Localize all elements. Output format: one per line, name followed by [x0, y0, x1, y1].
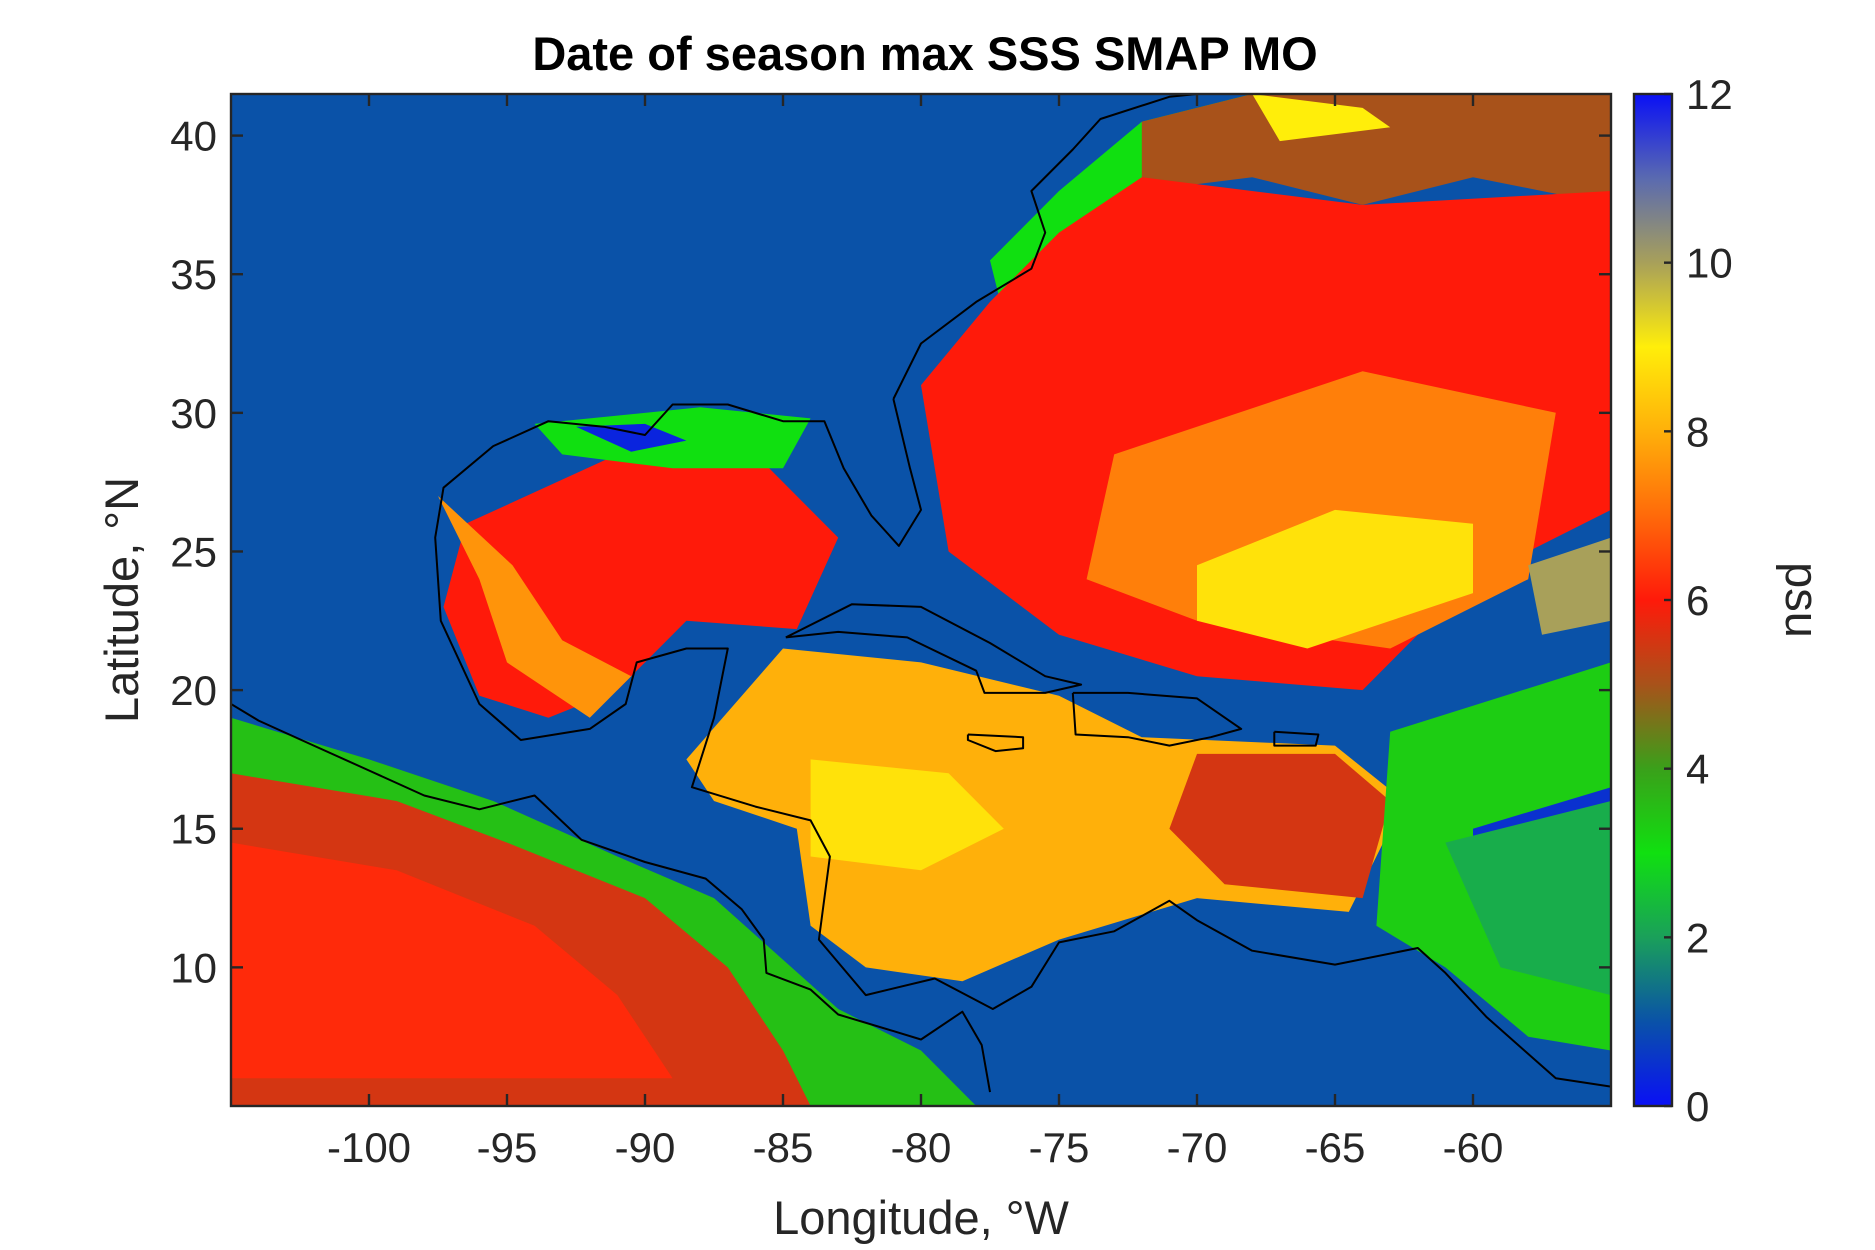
colorbar-tick-label: 8 — [1686, 408, 1709, 455]
plot-area: -100 -95 -90 -85 -80 -75 -70 -65 -60 10 15 20 25 30 3… — [170, 92, 1613, 1171]
x-axis-label: Longitude, °W — [773, 1191, 1069, 1244]
coastline — [434, 398, 1611, 1088]
x-tick-label: -75 — [1029, 1124, 1090, 1171]
coastline — [1071, 691, 1243, 747]
x-tick-label: -90 — [615, 1124, 676, 1171]
sss-region — [1528, 537, 1611, 635]
y-tick-label: 35 — [170, 251, 217, 298]
colorbar-tick-label: 4 — [1686, 746, 1709, 793]
x-tick-label: -100 — [327, 1124, 411, 1171]
x-tick-label: -80 — [891, 1124, 952, 1171]
x-tick-label: -60 — [1443, 1124, 1504, 1171]
x-axis: -100 -95 -90 -85 -80 -75 -70 -65 -60 — [327, 94, 1503, 1171]
x-tick-label: -85 — [753, 1124, 814, 1171]
y-tick-label: 15 — [170, 806, 217, 853]
coastline — [231, 703, 991, 1093]
colorbar-tick-label: 0 — [1686, 1083, 1709, 1130]
sss-region — [1169, 753, 1391, 899]
colorbar-tick-label: 10 — [1686, 240, 1733, 287]
colorbar-ticks: 0 2 4 6 8 10 12 — [1664, 71, 1733, 1130]
coastlines — [231, 94, 1611, 1093]
x-tick-label: -65 — [1305, 1124, 1366, 1171]
sss-field — [231, 94, 1611, 1106]
colorbar-tick-label: 2 — [1686, 914, 1709, 961]
sss-region — [1252, 94, 1391, 142]
y-tick-label: 20 — [170, 667, 217, 714]
sss-region — [1445, 801, 1611, 996]
figure-title: Date of season max SSS SMAP MO — [532, 27, 1317, 80]
y-tick-label: 30 — [170, 390, 217, 437]
sss-region — [686, 648, 1404, 982]
sss-region — [231, 842, 673, 1079]
y-tick-label: 10 — [170, 944, 217, 991]
sss-region — [438, 496, 632, 718]
coastline — [1273, 730, 1320, 747]
sss-region — [576, 423, 687, 452]
colorbar-tick-label: 12 — [1686, 71, 1733, 118]
sss-region — [1197, 509, 1473, 649]
sss-region — [810, 759, 1004, 871]
coastline — [966, 733, 1025, 753]
sss-region — [1141, 94, 1611, 205]
y-axis-label: Latitude, °N — [95, 477, 148, 723]
coastline — [785, 603, 1083, 694]
x-tick-label: -70 — [1167, 1124, 1228, 1171]
y-axis: 10 15 20 25 30 35 40 — [170, 113, 1611, 991]
colorbar-label: psu — [1776, 562, 1829, 638]
y-tick-label: 25 — [170, 528, 217, 575]
colorbar: 0 2 4 6 8 10 12 psu — [1632, 71, 1829, 1130]
coastline — [892, 94, 1198, 400]
x-tick-label: -95 — [477, 1124, 538, 1171]
colorbar-tick-label: 6 — [1686, 577, 1709, 624]
y-tick-label: 40 — [170, 113, 217, 160]
